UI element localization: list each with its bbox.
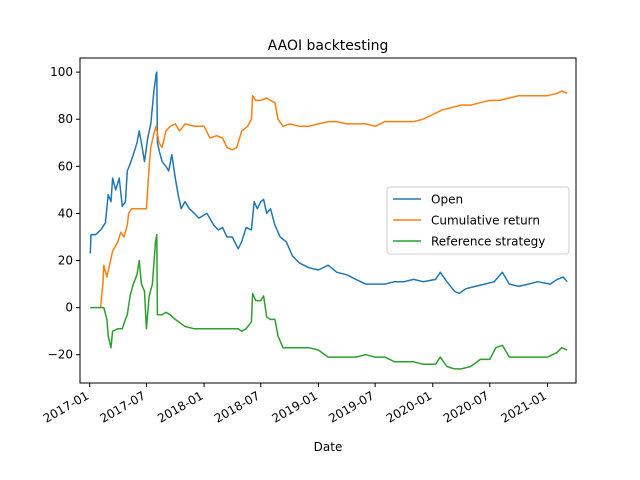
legend-label-2: Reference strategy — [431, 235, 545, 249]
x-tick-label-8: 2021-01 — [499, 388, 549, 425]
y-tick-label-5: 80 — [58, 112, 73, 126]
x-tick-label-2: 2018-01 — [155, 388, 205, 425]
series-line-2 — [90, 233, 568, 370]
legend-label-1: Cumulative return — [431, 214, 540, 228]
series-layer — [89, 71, 568, 370]
x-axis-label: Date — [314, 440, 343, 454]
chart-title: AAOI backtesting — [268, 38, 389, 54]
y-tick-label-1: 0 — [65, 301, 73, 315]
legend-box — [386, 186, 570, 255]
legend: Open Cumulative return Reference strategy — [386, 186, 570, 255]
x-tick-label-5: 2019-07 — [326, 388, 376, 425]
x-tick-label-3: 2018-07 — [212, 388, 262, 425]
x-axis: 2017-01 2017-07 2018-01 2018-07 2019-01 2019-… — [41, 383, 549, 426]
series-line-1 — [99, 90, 568, 308]
x-tick-label-1: 2017-07 — [98, 388, 148, 425]
series-line-0 — [89, 71, 568, 295]
x-tick-label-4: 2019-01 — [270, 388, 320, 425]
x-tick-label-6: 2020-01 — [384, 388, 434, 425]
y-tick-label-0: −20 — [48, 348, 73, 362]
y-tick-label-6: 100 — [50, 65, 73, 79]
y-tick-label-3: 40 — [58, 206, 73, 220]
y-tick-label-4: 60 — [58, 159, 73, 173]
y-tick-label-2: 20 — [58, 254, 73, 268]
x-tick-label-7: 2020-07 — [441, 388, 491, 425]
legend-label-0: Open — [431, 193, 463, 207]
y-axis: −20 0 20 40 60 80 100 — [48, 65, 80, 362]
plot-frame — [79, 57, 577, 384]
x-tick-label-0: 2017-01 — [41, 388, 91, 425]
